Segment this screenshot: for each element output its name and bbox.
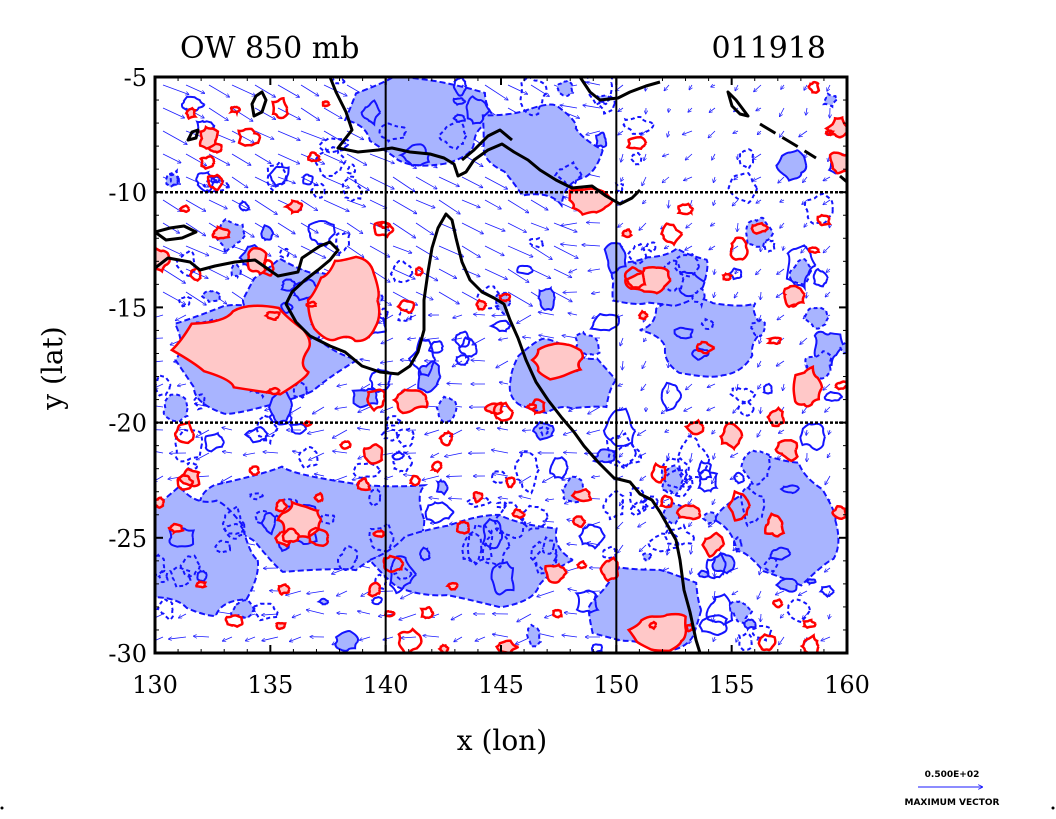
vector-legend: 0.500E+02 MAXIMUM VECTOR (904, 770, 999, 808)
vector-legend-label: MAXIMUM VECTOR (904, 798, 999, 808)
contour-region (677, 505, 700, 519)
x-axis-label: x (lon) (457, 724, 547, 757)
contour-region (596, 133, 606, 148)
y-tick-label: -5 (124, 64, 147, 92)
map-title-left: OW 850 mb (180, 31, 359, 66)
corner-mark (1, 807, 4, 810)
contour-region (454, 115, 465, 122)
contour-region (369, 583, 380, 596)
y-axis-label: y (lat) (36, 326, 69, 410)
contour-region (196, 582, 205, 588)
contour-region (279, 585, 290, 595)
x-tick-label: 145 (478, 671, 524, 699)
contour-region (315, 493, 323, 501)
contour-region (323, 102, 330, 107)
contour-region (744, 620, 756, 630)
contour-region (752, 223, 769, 233)
wind-vector (564, 452, 577, 453)
wind-vector (587, 222, 600, 223)
contour-region (186, 108, 195, 118)
contour-region (623, 230, 632, 237)
corner-mark (1052, 807, 1055, 810)
contour-region (437, 480, 447, 494)
contour-region (699, 571, 709, 577)
contour-region (374, 531, 385, 537)
map-title-right: 011918 (711, 31, 826, 66)
contour-region (527, 404, 537, 409)
contour-region (643, 553, 651, 561)
contour-region (164, 395, 188, 422)
wind-vector (737, 154, 738, 159)
contour-region (307, 302, 317, 307)
vector-legend-value: 0.500E+02 (925, 770, 980, 780)
x-tick-label: 135 (247, 671, 293, 699)
x-tick-label: 155 (709, 671, 755, 699)
y-tick-label: -15 (108, 294, 147, 322)
y-tick-label: -30 (108, 640, 147, 668)
contour-region (266, 312, 279, 320)
y-tick-label: -10 (108, 179, 147, 207)
contour-region (476, 300, 486, 309)
x-tick-label: 150 (593, 671, 639, 699)
wind-vector (563, 292, 577, 293)
y-tick-label: -25 (108, 525, 147, 553)
contour-region (675, 328, 693, 339)
wind-vector (447, 383, 462, 384)
contour-region (269, 388, 280, 394)
contour-region (807, 579, 816, 584)
x-tick-label: 130 (132, 671, 178, 699)
contour-region (572, 489, 591, 501)
contour-region (200, 127, 218, 148)
y-tick-label: -20 (108, 410, 147, 438)
contour-region (723, 274, 730, 280)
contour-region (277, 623, 286, 629)
contour-region (539, 288, 556, 310)
contour-region (543, 538, 554, 554)
wind-vector (760, 614, 761, 621)
wind-vector (447, 476, 462, 477)
x-tick-label: 140 (363, 671, 409, 699)
x-tick-label: 160 (824, 671, 870, 699)
contour-region (448, 583, 458, 589)
